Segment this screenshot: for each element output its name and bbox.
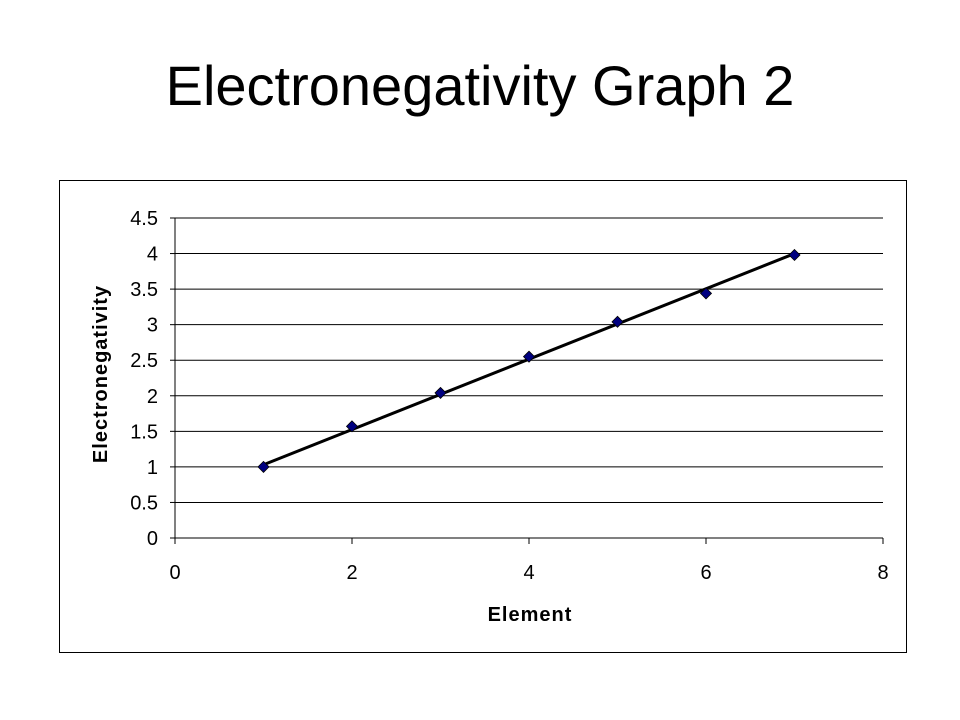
y-tick-label: 4	[147, 244, 158, 266]
y-tick-label: 0.5	[130, 492, 158, 514]
x-tick-label: 8	[877, 562, 888, 584]
y-tick-label: 1.5	[130, 421, 158, 443]
data-points	[257, 248, 801, 473]
data-point	[611, 315, 624, 328]
data-point	[522, 350, 536, 363]
data-point	[788, 248, 801, 262]
y-tick-label: 3.5	[130, 279, 158, 301]
data-point	[434, 386, 447, 399]
data-point	[257, 460, 270, 473]
x-axis-title: Element	[488, 604, 573, 626]
data-point	[699, 287, 713, 300]
x-tick-label: 4	[523, 562, 534, 584]
y-tick-label: 4.5	[130, 208, 158, 230]
y-tick-label: 2	[147, 386, 158, 408]
data-point	[345, 420, 359, 433]
slide-title: Electronegativity Graph 2	[165, 54, 795, 117]
y-tick-label: 3	[147, 315, 158, 337]
y-tick-label: 0	[147, 528, 158, 550]
chart-area: 0 0.5 1 1.5 2 2.5 3 3.5 4 4.5 0 2 4 6 8 Element Electr…	[59, 180, 907, 653]
x-tick-label: 0	[169, 562, 180, 584]
scatter-chart: 0 0.5 1 1.5 2 2.5 3 3.5 4 4.5 0 2 4 6 8 Element Electr…	[90, 208, 889, 626]
axes	[170, 217, 884, 544]
y-axis-title: Electronegativity	[90, 285, 112, 463]
x-tick-label: 2	[346, 562, 357, 584]
x-tick-label: 6	[700, 562, 711, 584]
tick-labels: 0 0.5 1 1.5 2 2.5 3 3.5 4 4.5 0 2 4 6 8	[130, 208, 888, 584]
y-tick-label: 1	[147, 457, 158, 479]
y-tick-label: 2.5	[130, 350, 158, 372]
